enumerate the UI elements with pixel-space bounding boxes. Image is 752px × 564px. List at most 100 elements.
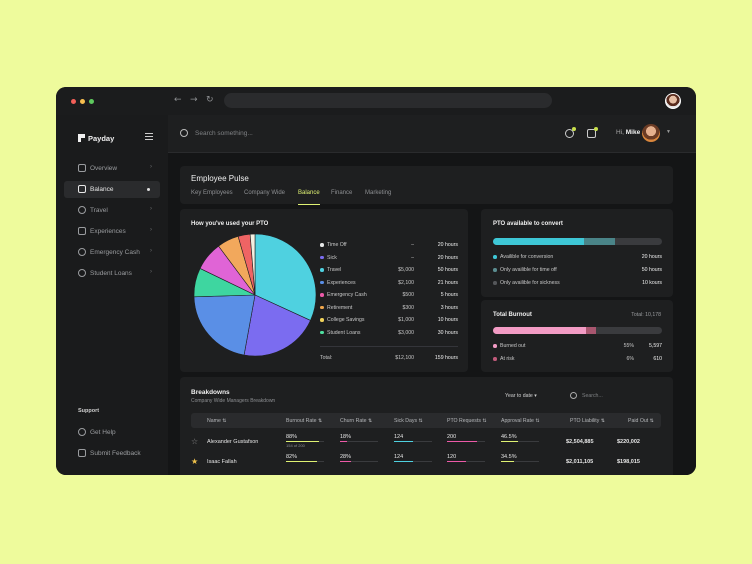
legend-hours: 5 hours: [440, 292, 458, 298]
star-icon[interactable]: ★: [191, 457, 199, 466]
browser-avatar[interactable]: [665, 93, 681, 109]
sidebar-item-travel[interactable]: Travel ›: [64, 202, 160, 219]
search-input[interactable]: Search something...: [195, 130, 253, 137]
row-burnout: 82%: [286, 454, 298, 460]
row-paid: $198,015: [617, 459, 640, 465]
col-churn-rate[interactable]: Churn Rate ⇅: [340, 418, 373, 424]
col-label: PTO Requests: [447, 418, 481, 424]
sidebar-item-submit-feedback[interactable]: Submit Feedback: [64, 445, 160, 462]
burnout-row-value: 5,597: [649, 343, 662, 349]
burnout-row-pct: 6%: [626, 356, 635, 362]
col-pto-liability[interactable]: PTO Liability ⇅: [570, 418, 606, 424]
sidebar-item-label: Overview: [90, 165, 118, 172]
chevron-right-icon: ›: [150, 206, 152, 212]
sidebar: Payday Overview › Balance Travel › Exper…: [56, 115, 168, 475]
tab-finance[interactable]: Finance: [331, 190, 353, 196]
refresh-notification-icon[interactable]: [565, 127, 576, 138]
sidebar-item-balance[interactable]: Balance: [64, 181, 160, 198]
churn-mini-fill: [340, 461, 351, 463]
table-row[interactable]: ☆ Alexander Gustafson 88% 154 of 200 18% 124 2…: [180, 434, 673, 457]
sidebar-item-overview[interactable]: Overview ›: [64, 160, 160, 177]
convert-row-name: Availible for conversion: [500, 254, 554, 260]
legend-dot: [320, 330, 324, 334]
row-approval: 46.5%: [501, 434, 517, 440]
sidebar-item-student-loans[interactable]: Student Loans ›: [64, 265, 160, 282]
burnout-mini-bar: [286, 461, 324, 463]
chevron-right-icon: ›: [150, 227, 152, 233]
burnout-bar-secondary: [585, 327, 597, 334]
row-burnout: 88%: [286, 434, 298, 440]
col-label: PTO Liability: [570, 418, 600, 424]
col-pto-requests[interactable]: PTO Requests ⇅: [447, 418, 487, 424]
breakdowns-search-input[interactable]: Search...: [582, 393, 603, 399]
chevron-down-icon[interactable]: ▼: [666, 129, 671, 135]
approval-mini-fill: [501, 441, 519, 443]
legend-dot: [320, 293, 324, 297]
legend-value: –: [411, 242, 414, 248]
convert-row-value: 10 kours: [642, 280, 662, 286]
browser-window: ← → ↻ Payday Overview › Balance Travel ›…: [56, 87, 696, 475]
sidebar-item-get-help[interactable]: Get Help: [64, 424, 160, 441]
legend-row: Retirement $300 3 hours: [320, 304, 458, 312]
pto-convert-title: PTO available to convert: [493, 221, 563, 227]
pto-mini-fill: [447, 441, 478, 443]
legend-name: Travel: [327, 267, 342, 273]
burnout-row-pct: 55%: [623, 343, 634, 349]
reload-icon[interactable]: ↻: [206, 95, 214, 105]
legend-dot: [320, 280, 324, 284]
churn-mini-fill: [340, 441, 347, 443]
pie-slice-sick[interactable]: [243, 294, 311, 357]
col-approval-rate[interactable]: Approval Rate ⇅: [501, 418, 540, 424]
legend-divider: [320, 346, 458, 347]
legend-dot: [320, 268, 324, 272]
burnout-row: Burned out 55% 5,597: [493, 342, 662, 350]
menu-icon[interactable]: [145, 133, 153, 140]
sick-mini-bar: [394, 441, 432, 443]
col-burnout-rate[interactable]: Burnout Rate ⇅: [286, 418, 323, 424]
url-bar[interactable]: [224, 93, 552, 108]
tab-company-wide[interactable]: Company Wide: [244, 190, 286, 196]
legend-value: $1,000: [398, 317, 414, 323]
pie-slice-travel[interactable]: [254, 233, 317, 321]
back-arrow-icon[interactable]: ←: [174, 95, 182, 105]
close-dot[interactable]: [71, 99, 76, 104]
minimize-dot[interactable]: [80, 99, 85, 104]
pie-slice-time-off[interactable]: [249, 233, 256, 296]
year-to-date-dropdown[interactable]: Year to date ▾: [505, 393, 537, 399]
legend-hours: 50 hours: [437, 267, 458, 273]
payday-logo-icon: [78, 134, 85, 142]
star-icon[interactable]: ☆: [191, 437, 199, 446]
burnout-bar-primary: [493, 327, 586, 334]
legend-value: $500: [402, 292, 414, 298]
user-avatar[interactable]: [642, 124, 660, 142]
table-header: Name ⇅ Burnout Rate ⇅ Churn Rate ⇅ Sick …: [191, 413, 661, 428]
chevron-right-icon: ›: [150, 269, 152, 275]
col-sick-days[interactable]: Sick Days ⇅: [394, 418, 423, 424]
browser-titlebar: ← → ↻: [56, 87, 696, 115]
sidebar-item-emergency-cash[interactable]: Emergency Cash ›: [64, 244, 160, 261]
col-paid-out[interactable]: Paid Out ⇅: [628, 418, 654, 424]
tab-key-employees[interactable]: Key Employees: [191, 190, 233, 196]
legend-row: Sick – 20 hours: [320, 254, 458, 262]
col-name[interactable]: Name ⇅: [207, 418, 227, 424]
breakdowns-subtitle: Company Wide Managers Breakdown: [191, 398, 276, 404]
sidebar-item-experiences[interactable]: Experiences ›: [64, 223, 160, 240]
tab-marketing[interactable]: Marketing: [365, 190, 392, 196]
convert-row: Availible for conversion 20 hours: [493, 253, 662, 261]
row-liability: $2,504,885: [566, 439, 594, 445]
row-pto: 200: [447, 434, 457, 440]
row-pto: 120: [447, 454, 457, 460]
burnout-row-value: 610: [653, 356, 662, 362]
bell-icon[interactable]: [587, 127, 598, 138]
row-burnout-sub: 154 of 200: [286, 443, 305, 448]
maximize-dot[interactable]: [89, 99, 94, 104]
table-row[interactable]: ★ Isaac Fallah 82% 28% 124 120 34.5% $2,011,105…: [180, 454, 673, 475]
user-name: Mike: [625, 129, 641, 136]
dropdown-value: Year to date: [505, 393, 533, 399]
tab-balance[interactable]: Balance: [298, 190, 320, 196]
convert-row-name: Only availible for time off: [500, 267, 557, 273]
col-label: Sick Days: [394, 418, 418, 424]
pie-slice-experiences[interactable]: [193, 294, 256, 356]
forward-arrow-icon[interactable]: →: [190, 95, 198, 105]
total-value: $12,100: [395, 355, 414, 361]
